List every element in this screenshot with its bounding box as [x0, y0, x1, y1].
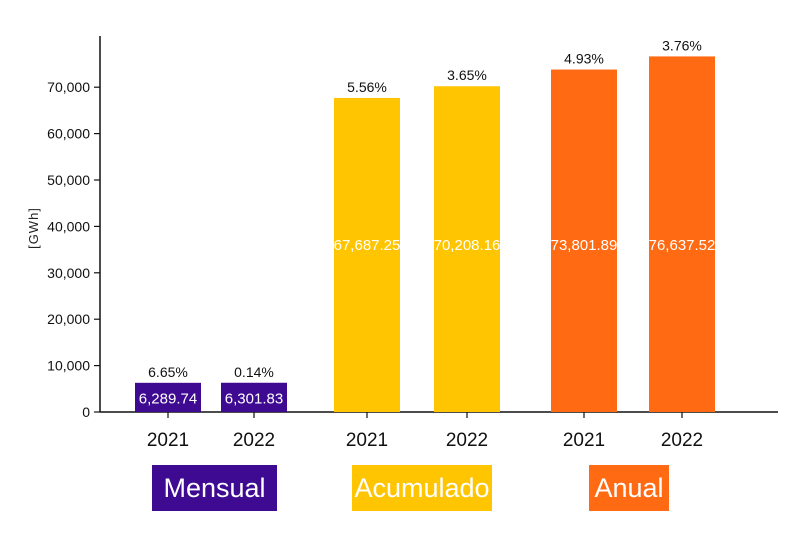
bar-change-label: 6.65% [148, 364, 188, 380]
y-tick-label: 10,000 [47, 358, 90, 374]
bar-anual-2022 [649, 56, 715, 412]
bar-value-label: 73,801.89 [551, 237, 618, 254]
x-tick-label: 2022 [233, 430, 275, 451]
y-axis-title: [GWh] [26, 207, 41, 249]
y-tick-label: 40,000 [47, 218, 90, 234]
y-tick-label: 70,000 [47, 79, 90, 95]
bar-change-label: 3.76% [662, 37, 702, 53]
bar-value-label: 6,301.83 [225, 390, 283, 407]
y-tick-label: 60,000 [47, 126, 90, 142]
y-tick-label: 0 [82, 404, 90, 420]
x-tick-label: 2022 [661, 430, 703, 451]
bar-change-label: 3.65% [447, 67, 487, 83]
bar-value-label: 67,687.25 [334, 237, 401, 254]
legend-acumulado: Acumulado [352, 465, 492, 511]
bar-value-label: 76,637.52 [649, 237, 716, 254]
bar-mensual-2021 [135, 382, 201, 412]
x-tick-label: 2022 [446, 430, 488, 451]
bar-value-label: 70,208.16 [434, 237, 501, 254]
bar-change-label: 4.93% [564, 51, 604, 67]
y-tick-label: 20,000 [47, 311, 90, 327]
bar-anual-2021 [551, 69, 617, 412]
bar-mensual-2022 [221, 382, 287, 412]
x-tick-label: 2021 [563, 430, 605, 451]
bar-acumulado-2022 [434, 86, 500, 413]
bar-change-label: 5.56% [347, 79, 387, 95]
x-tick-label: 2021 [346, 430, 388, 451]
bar-change-label: 0.14% [234, 364, 274, 380]
bar-value-label: 6,289.74 [139, 390, 197, 407]
bar-chart: 0 10,000 20,000 30,000 40,000 50,000 60,000 70,… [26, 36, 778, 451]
x-tick-label: 2021 [147, 430, 189, 451]
bar-acumulado-2021 [334, 97, 400, 413]
legend-mensual: Mensual [152, 465, 277, 511]
legend-anual: Anual [589, 465, 669, 511]
y-tick-label: 50,000 [47, 172, 90, 188]
y-tick-label: 30,000 [47, 265, 90, 281]
